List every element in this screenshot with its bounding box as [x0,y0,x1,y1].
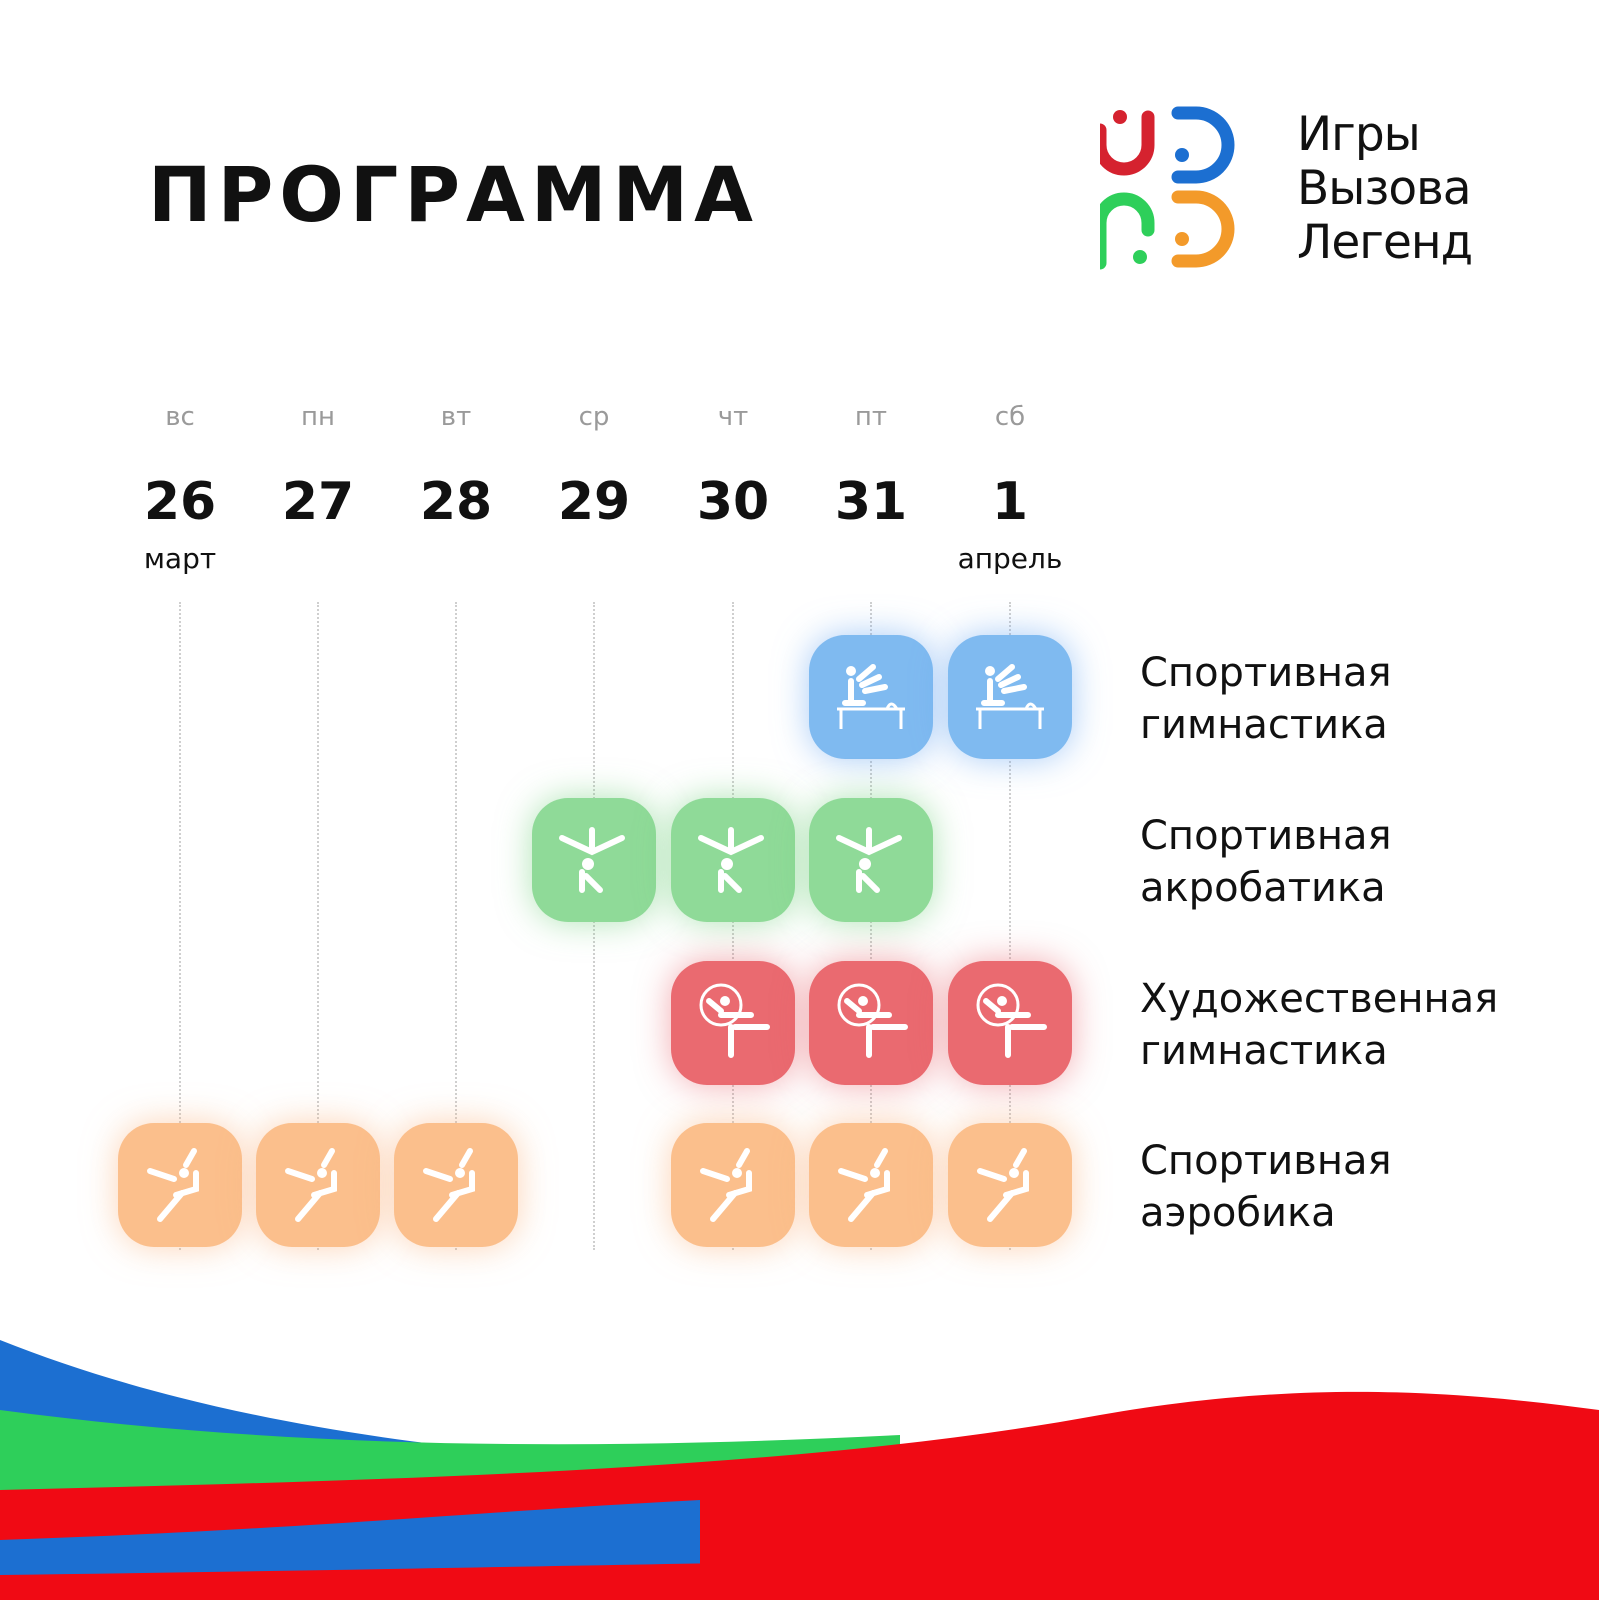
aerobics-icon [977,1148,1029,1222]
logo-wordmark: Игры Вызова Легенд [1297,107,1473,270]
artistic-gymnastics-icon [976,664,1044,729]
decorative-waves [0,1340,1599,1600]
day-guideline [870,602,872,1250]
day-guideline [1009,602,1011,1250]
day-number: 28 [419,472,493,532]
schedule-tile [671,1123,795,1247]
artistic-gymnastics-icon [837,664,905,729]
acrobatics-icon [836,827,902,893]
aerobics-icon [285,1148,337,1222]
day-guideline [317,602,319,1250]
day-number: 29 [557,472,631,532]
schedule-tile [948,1123,1072,1247]
day-guideline [732,602,734,1250]
rhythmic-gymnastics-icon [976,983,1047,1058]
day-of-week: вс [165,402,195,432]
sport-label-line-2: гимнастика [1140,1028,1388,1074]
sport-label: Спортивная гимнастика [1140,647,1392,751]
day-guideline [179,602,181,1250]
schedule-tile [118,1123,242,1247]
day-of-week: ср [578,402,610,432]
logo-mark [1100,106,1235,270]
sport-label-line-2: акробатика [1140,865,1386,911]
month-label: апрель [957,542,1063,575]
sport-label-line-1: Спортивная [1140,813,1392,859]
aerobics-icon [700,1148,752,1222]
sport-label: Спортивная акробатика [1140,810,1392,914]
aerobics-icon [147,1148,199,1222]
day-of-week: пн [301,402,335,432]
acrobatics-icon [559,827,625,893]
day-number: 26 [143,472,217,532]
day-guideline [455,602,457,1250]
schedule-tile [948,961,1072,1085]
schedule-tile [809,798,933,922]
sport-label-line-2: гимнастика [1140,702,1388,748]
month-label: март [143,542,217,575]
sport-label: Спортивная аэробика [1140,1135,1392,1239]
sport-label-line-1: Спортивная [1140,650,1392,696]
rhythmic-gymnastics-icon [699,983,770,1058]
schedule-tile [809,1123,933,1247]
sport-label-line-2: аэробика [1140,1190,1336,1236]
logo-line-2: Вызова [1297,161,1472,216]
day-number: 30 [696,472,770,532]
logo-line-3: Легенд [1297,215,1473,270]
schedule-tile [394,1123,518,1247]
day-number: 1 [991,472,1029,532]
day-number: 27 [281,472,355,532]
aerobics-icon [423,1148,475,1222]
schedule-tile [948,635,1072,759]
schedule-tile [671,961,795,1085]
acrobatics-icon [698,827,764,893]
day-of-week: пт [854,402,888,432]
page-title: ПРОГРАММА [148,150,759,239]
schedule-tile [256,1123,380,1247]
day-of-week: сб [994,402,1026,432]
day-number: 31 [834,472,908,532]
aerobics-icon [838,1148,890,1222]
sport-label-line-1: Спортивная [1140,1138,1392,1184]
day-guideline [593,602,595,1250]
rhythmic-gymnastics-icon [837,983,908,1058]
day-of-week: чт [717,402,749,432]
day-of-week: вт [440,402,472,432]
schedule-tile [671,798,795,922]
schedule-tile [809,961,933,1085]
logo-line-1: Игры [1297,107,1421,162]
schedule-tile [809,635,933,759]
schedule-tile [532,798,656,922]
sport-label: Художественная гимнастика [1140,973,1498,1077]
sport-label-line-1: Художественная [1140,976,1499,1022]
